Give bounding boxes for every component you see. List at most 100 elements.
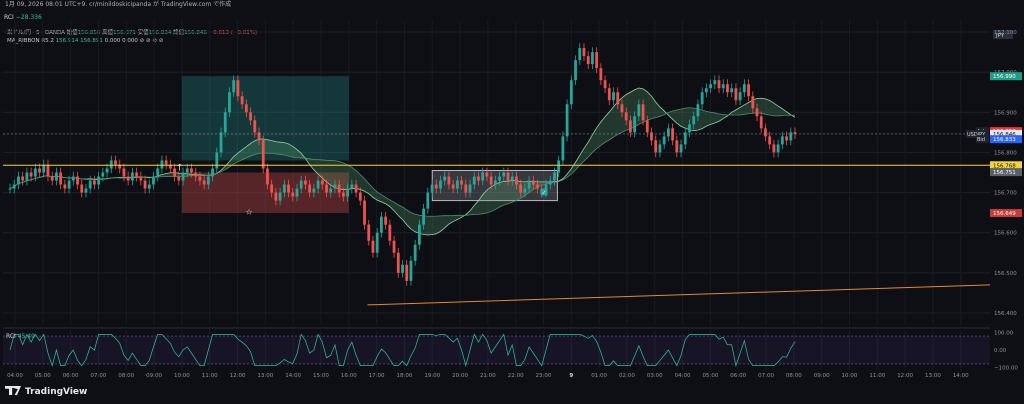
candle-body [515, 176, 518, 185]
candle-body [662, 136, 666, 145]
header-text: 1月 09, 2026 08:01 UTC+9. cr/minildoskici… [5, 1, 232, 8]
bid-tag [976, 135, 989, 144]
ribbon-ma3: 0.000 [104, 38, 121, 44]
candle-body [384, 216, 388, 225]
candles [8, 43, 797, 286]
candle-body [485, 172, 489, 177]
candle-body [173, 168, 176, 177]
candle-body [130, 172, 134, 181]
candle-body [624, 112, 628, 121]
candle-body [709, 84, 712, 89]
candle-body [278, 192, 282, 201]
candle-body [156, 168, 160, 177]
candle-body [616, 92, 620, 105]
time-tick: 11:00 [869, 373, 885, 379]
candle-body [181, 172, 185, 181]
rci-tick: 100.00 [994, 331, 1014, 337]
candle-body [304, 180, 307, 185]
rci-pane: 100.00 0.00 −100.00 [3, 327, 1024, 372]
time-tick: 17:00 [369, 373, 385, 379]
time-tick: 07:00 [91, 373, 107, 379]
chart-overlays: ↑ ☆ ✓ [3, 133, 991, 306]
tradingview-logo[interactable]: TradingView [5, 386, 87, 397]
symbol-tag [966, 129, 989, 138]
candle-body [346, 188, 350, 197]
rci-tick: 0.00 [994, 348, 1007, 354]
time-tick: 13:00 [925, 373, 941, 379]
candle-body [498, 176, 501, 181]
candle-body [599, 68, 603, 81]
top-indicator-label: RCI [4, 14, 14, 21]
candle-body [460, 180, 463, 185]
candle-body [139, 176, 143, 181]
candle-body [320, 180, 324, 185]
candle-body [696, 104, 700, 117]
price-axis: JPY157.100157.000156.900156.800156.70015… [966, 12, 1024, 325]
bid-price-tag [990, 135, 1022, 144]
candle-body [114, 160, 117, 165]
candle-body [185, 168, 189, 173]
legend-symbol[interactable]: 米ドル/円 · 5 · OANDA [7, 30, 65, 36]
time-tick: 06:00 [730, 373, 746, 379]
candle-body [67, 180, 71, 189]
candle-body [768, 136, 772, 145]
candle-body [126, 176, 130, 181]
candle-body [287, 184, 290, 193]
time-tick: 08:00 [786, 373, 802, 379]
last-price-tag [990, 129, 1022, 138]
candle-body [168, 164, 172, 169]
candle-body [582, 48, 586, 57]
price-tick: 156.900 [994, 110, 1017, 116]
candle-body [392, 240, 396, 253]
candle-body [42, 164, 46, 173]
candle-body [71, 176, 75, 181]
high-value: 156.871 [113, 30, 136, 36]
candle-body [692, 116, 696, 125]
candle-body [586, 56, 590, 65]
candle-body [194, 172, 198, 177]
candle-body [371, 240, 375, 253]
sl-price-text: 156.649 [993, 211, 1016, 217]
candle-body [211, 168, 214, 177]
candle-body [633, 116, 637, 133]
ribbon-name[interactable]: MA_RIBBON R5.2 [7, 38, 54, 44]
rci-value: 45.49 [17, 333, 35, 340]
time-tick: 9 [569, 373, 573, 379]
candle-body [721, 84, 725, 89]
time-tick: 01:00 [591, 373, 607, 379]
close-value: 156.846 [184, 30, 207, 36]
time-tick: 23:00 [536, 373, 552, 379]
candle-body [759, 116, 763, 129]
candle-body [650, 132, 653, 141]
candle-body [202, 180, 206, 185]
candle-body [772, 144, 776, 153]
candle-body [738, 92, 742, 101]
bid-label: Bid [977, 137, 985, 143]
candle-body [455, 180, 459, 189]
candle-body [422, 208, 426, 225]
candle-body [629, 120, 632, 133]
candle-body [249, 112, 252, 121]
candle-body [312, 188, 316, 193]
tp-price-text: 156.990 [993, 74, 1016, 80]
symbol-tag-text: USDJPY [967, 132, 986, 138]
time-axis: 04:00 05:00 06:00 07:00 08:00 09:00 10:00 11:00… [7, 373, 969, 379]
top-indicator-value: −28.336 [15, 14, 42, 21]
time-tick: 13:00 [257, 373, 273, 379]
candle-body [527, 180, 531, 189]
candle-body [257, 132, 261, 141]
time-tick: 12:00 [897, 373, 913, 379]
candle-body [198, 176, 202, 181]
time-tick: 06:00 [63, 373, 79, 379]
candle-body [21, 176, 25, 181]
candle-body [50, 176, 54, 181]
candle-body [683, 132, 687, 145]
check-icon [540, 188, 548, 196]
time-tick: 21:00 [480, 373, 496, 379]
ribbon-ma4: 0.000 [122, 38, 138, 44]
low-value: 156.834 [148, 30, 172, 36]
candle-body [620, 104, 624, 113]
candle-body [561, 136, 565, 161]
price-tick: 156.700 [994, 191, 1017, 197]
